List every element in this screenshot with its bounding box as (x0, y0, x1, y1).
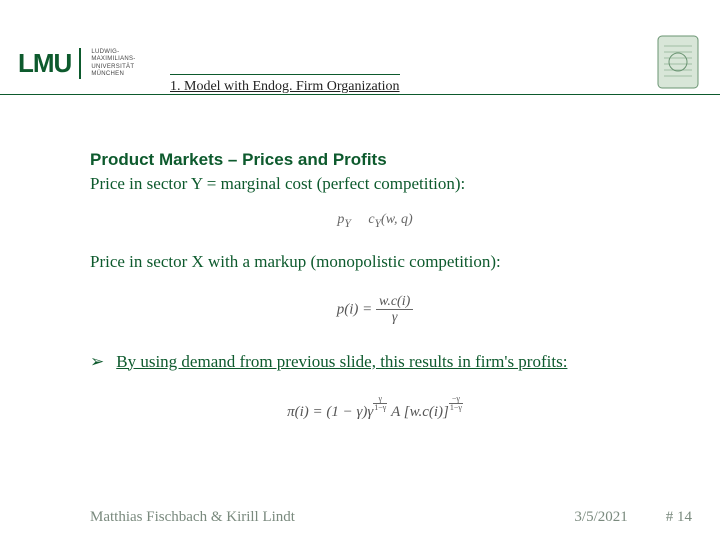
university-seal-icon (654, 32, 702, 92)
eq1-sub: Y (344, 217, 350, 230)
bullet-text: By using demand from previous slide, thi… (116, 350, 567, 374)
eq2-den: γ (392, 310, 398, 325)
section-title-wrap: 1. Model with Endog. Firm Organization (170, 74, 400, 95)
slide-header: LMU LUDWIG- MAXIMILIANS- UNIVERSITÄT MÜN… (0, 0, 720, 95)
eq3-exp2: −γ1−γ (449, 395, 463, 412)
footer-authors: Matthias Fischbach & Kirill Lindt (90, 509, 295, 526)
lmu-subtext: LUDWIG- MAXIMILIANS- UNIVERSITÄT MÜNCHEN (91, 49, 135, 78)
eq1-args: (w, q) (381, 212, 413, 227)
equation-2: p(i) = w.c(i) γ (90, 294, 660, 326)
eq3-pre: π(i) = (1 − γ)γ (287, 404, 373, 420)
lmu-wordmark: LMU (18, 48, 81, 79)
lmu-logo: LMU LUDWIG- MAXIMILIANS- UNIVERSITÄT MÜN… (18, 48, 136, 79)
footer-date: 3/5/2021 (574, 509, 627, 526)
bullet-row: ➢ By using demand from previous slide, t… (90, 350, 660, 374)
eq2-lhs: p(i) = (337, 301, 373, 317)
slide-footer: Matthias Fischbach & Kirill Lindt 3/5/20… (0, 509, 720, 526)
eq2-fraction: w.c(i) γ (376, 294, 413, 326)
footer-page: # 14 (666, 509, 692, 526)
heading-bold: Product Markets – Prices and Profits (90, 150, 387, 169)
line-sector-x: Price in sector X with a markup (monopol… (90, 252, 660, 272)
equation-1: pY cY(w, q) (90, 212, 660, 230)
section-title: 1. Model with Endog. Firm Organization (170, 79, 400, 94)
chevron-right-icon: ➢ (90, 350, 104, 374)
equation-3: π(i) = (1 − γ)γγ1−γ A [w.c(i)]−γ1−γ (90, 395, 660, 421)
slide-content: Product Markets – Prices and Profits Pri… (90, 150, 660, 429)
content-heading: Product Markets – Prices and Profits (90, 150, 660, 170)
eq3-mid: A [w.c(i)] (387, 404, 449, 420)
line-sector-y: Price in sector Y = marginal cost (perfe… (90, 174, 660, 194)
eq2-num: w.c(i) (379, 294, 410, 309)
eq3-exp1: γ1−γ (373, 395, 387, 412)
